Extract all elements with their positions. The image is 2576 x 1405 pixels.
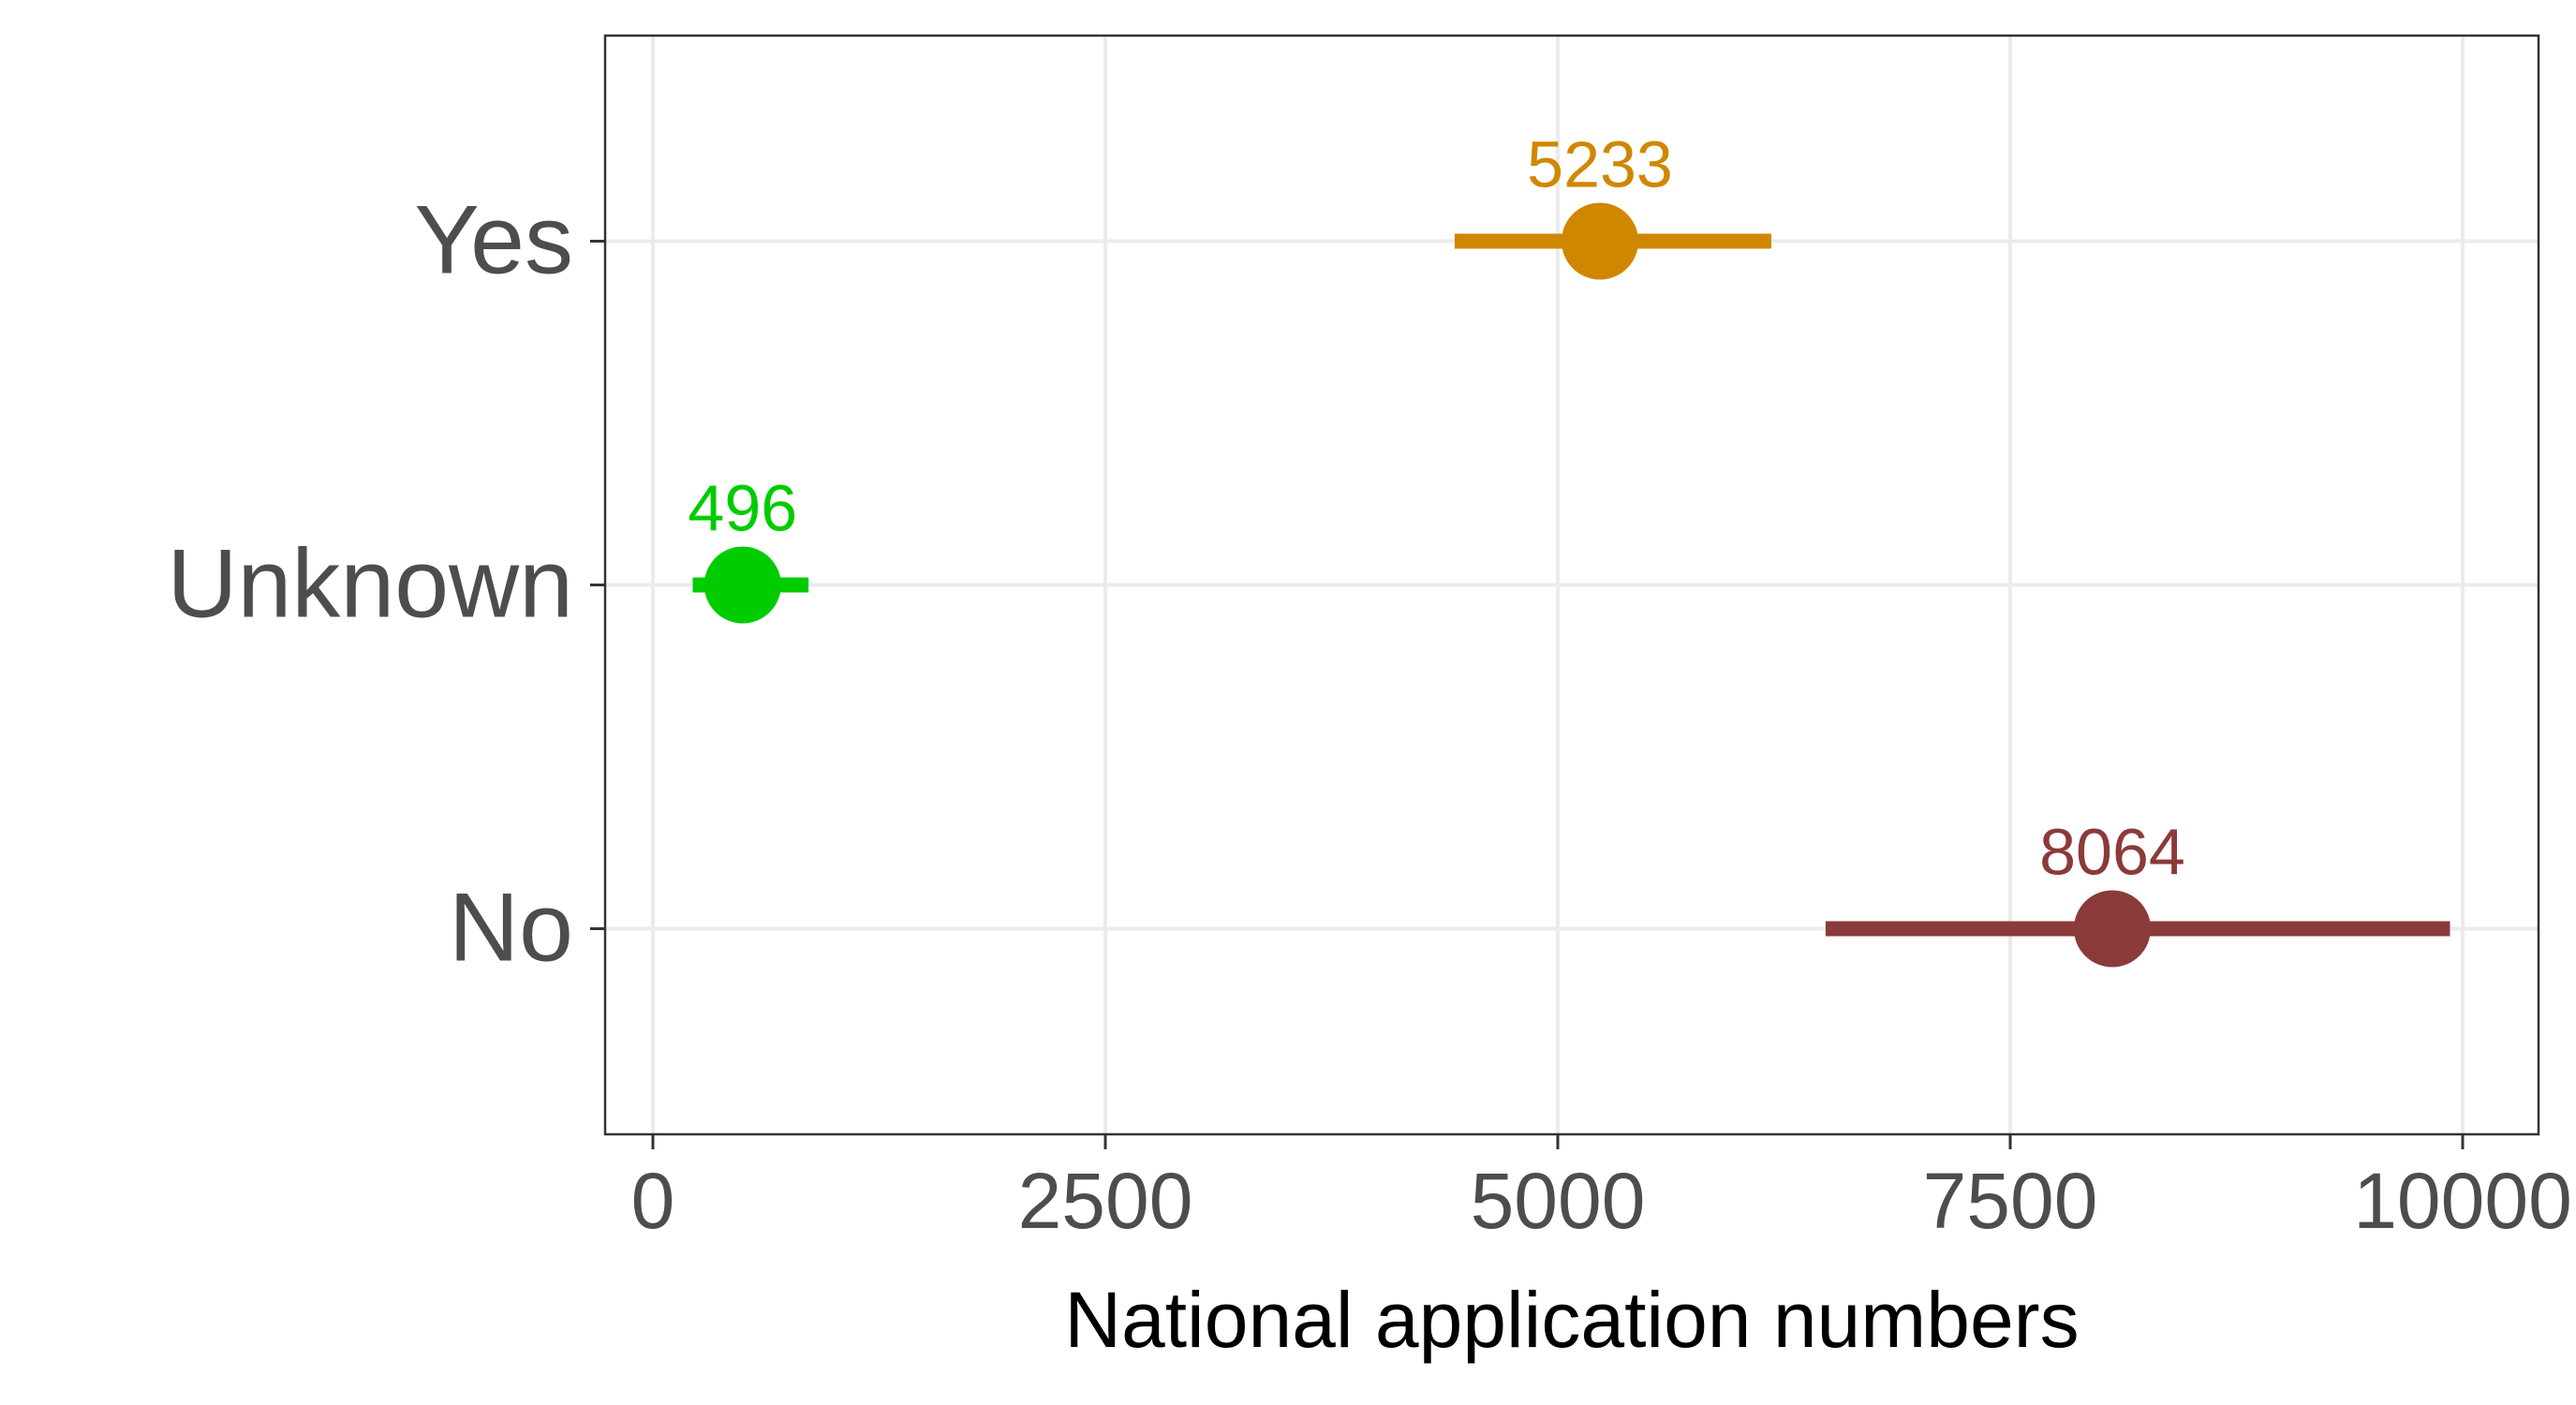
x-tick-label: 10000 (2353, 1157, 2572, 1245)
data-label-no: 8064 (2039, 816, 2185, 889)
x-tick-label: 7500 (1923, 1157, 2098, 1245)
x-tick-label: 0 (631, 1157, 675, 1245)
x-axis: 0 2500 5000 7500 10000 (631, 1134, 2572, 1245)
data-label-yes: 5233 (1527, 128, 1673, 201)
x-axis-title: National application numbers (1064, 1276, 2079, 1364)
y-category-label: No (449, 874, 573, 983)
point-yes (1562, 202, 1639, 280)
x-tick-label: 5000 (1471, 1157, 1646, 1245)
data-labels: 5233 496 8064 (688, 128, 2184, 889)
points (703, 202, 2151, 968)
point-no (2073, 890, 2151, 968)
y-category-label: Yes (414, 186, 573, 295)
y-axis: Yes Unknown No (167, 186, 605, 983)
data-label-unknown: 496 (688, 472, 797, 545)
y-category-label: Unknown (167, 530, 573, 639)
point-unknown (703, 546, 781, 624)
x-tick-label: 2500 (1018, 1157, 1193, 1245)
